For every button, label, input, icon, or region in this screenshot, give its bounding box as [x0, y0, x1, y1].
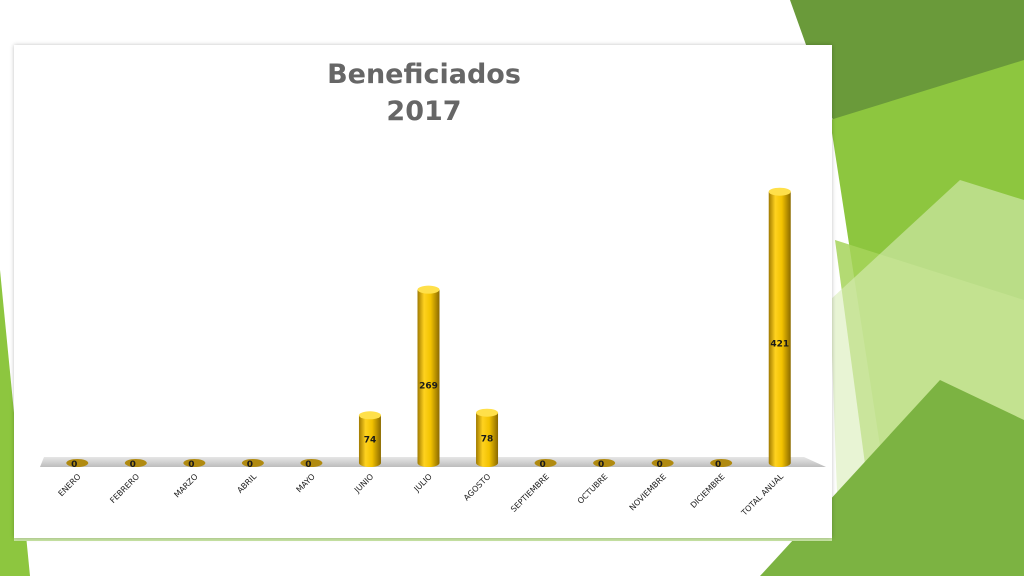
- bar-top: [417, 285, 440, 294]
- data-label-2: 0: [130, 460, 136, 470]
- data-label-11: 0: [657, 460, 663, 470]
- data-label-3: 0: [188, 460, 194, 470]
- bar-1: [66, 459, 89, 467]
- category-label-2: FEBRERO: [108, 472, 141, 505]
- bar-base-disc: [183, 459, 206, 467]
- category-label-11: NOVIEMBRE: [628, 472, 668, 512]
- data-label-8: 78: [481, 434, 494, 444]
- data-label-5: 0: [305, 460, 311, 470]
- bar-7: [417, 285, 440, 467]
- bar-base-disc: [241, 459, 264, 467]
- bar-8: [476, 408, 499, 467]
- bar-body: [768, 191, 791, 467]
- category-label-13: TOTAL ANUAL: [739, 472, 785, 518]
- bar-top: [476, 408, 499, 417]
- bar-base-disc: [710, 459, 733, 467]
- bar-5: [300, 459, 323, 467]
- category-label-7: JULIO: [412, 472, 434, 494]
- bar-13: [768, 187, 791, 467]
- category-label-5: MAYO: [295, 472, 317, 494]
- data-label-7: 269: [419, 381, 438, 391]
- data-label-6: 74: [364, 435, 377, 445]
- chart-subtitle: 2017: [386, 96, 461, 127]
- data-label-4: 0: [247, 460, 253, 470]
- bar-top: [358, 411, 381, 420]
- data-label-13: 421: [770, 339, 789, 349]
- bar-4: [241, 459, 264, 467]
- bars-layer: [66, 187, 791, 467]
- category-label-4: ABRIL: [235, 472, 258, 495]
- data-label-1: 0: [71, 460, 77, 470]
- bar-chart: Beneficiados 2017 0 ENERO 0 FEBRERO 0 MARZO 0 A…: [40, 59, 826, 518]
- chart-title: Beneficiados: [327, 59, 521, 90]
- bar-9: [534, 459, 557, 467]
- category-label-1: ENERO: [57, 472, 83, 498]
- bar-11: [651, 459, 674, 467]
- bar-12: [710, 459, 733, 467]
- bar-3: [183, 459, 206, 467]
- category-label-8: AGOSTO: [462, 472, 492, 502]
- bar-base-disc: [593, 459, 616, 467]
- bar-body: [476, 412, 499, 467]
- category-label-10: OCTUBRE: [576, 472, 610, 506]
- bar-base-disc: [300, 459, 323, 467]
- bar-2: [124, 459, 147, 467]
- bar-base-disc: [66, 459, 89, 467]
- category-label-6: JUNIO: [352, 472, 375, 495]
- bar-base-disc: [651, 459, 674, 467]
- category-label-9: SEPTIEMBRE: [509, 472, 551, 514]
- bar-10: [593, 459, 616, 467]
- category-label-3: MARZO: [172, 472, 199, 499]
- bar-body: [417, 289, 440, 467]
- bar-body: [358, 415, 381, 467]
- bar-base-disc: [534, 459, 557, 467]
- data-label-12: 0: [715, 460, 721, 470]
- data-label-10: 0: [598, 460, 604, 470]
- category-label-12: DICIEMBRE: [689, 472, 727, 510]
- data-label-9: 0: [539, 460, 545, 470]
- chart-panel: Beneficiados 2017 0 ENERO 0 FEBRERO 0 MARZO 0 A…: [14, 45, 832, 538]
- bar-base-disc: [124, 459, 147, 467]
- bar-6: [358, 411, 381, 467]
- bar-top: [768, 187, 791, 196]
